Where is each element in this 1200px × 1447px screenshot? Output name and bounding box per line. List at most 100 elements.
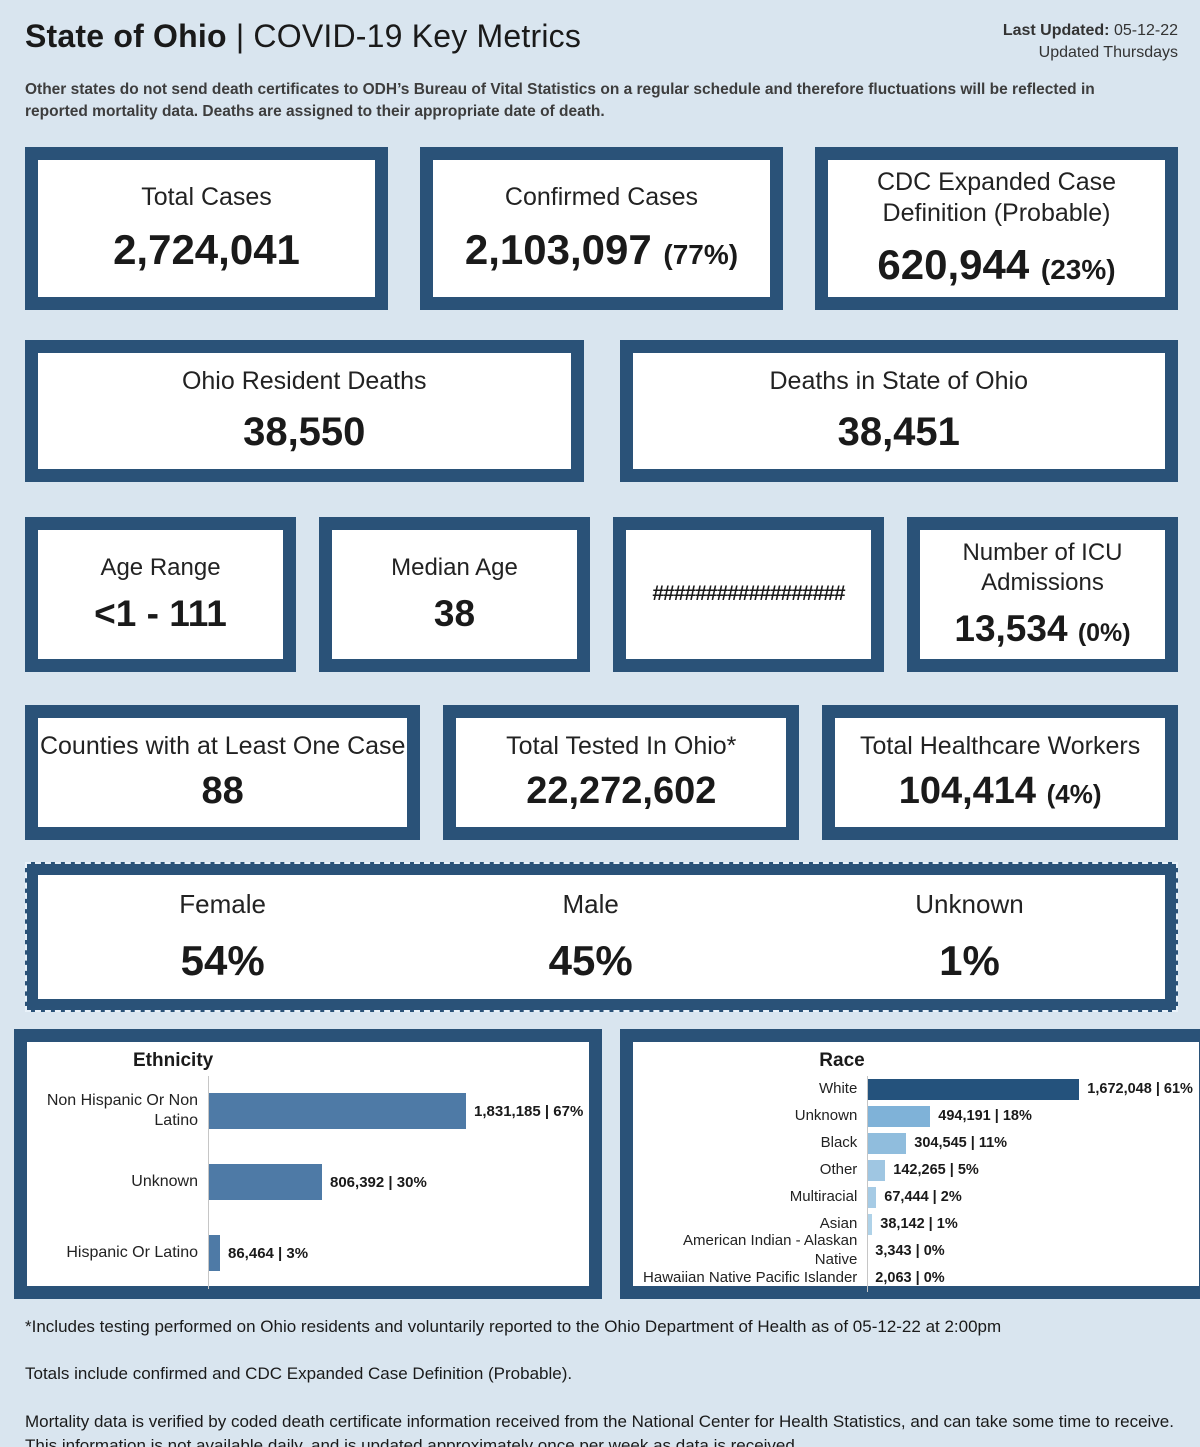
chart-value-label: 2,063 | 0% [875,1270,945,1287]
race-chart-title: Race [819,1049,865,1071]
chart-bar-area: 67,444 | 2% [867,1186,1193,1208]
chart-row: Multiracial 67,444 | 2% [639,1184,1193,1211]
chart-category-label: White [818,1079,858,1097]
chart-row: Black 304,545 | 11% [639,1130,1193,1157]
chart-value-label: 806,392 | 30% [330,1173,427,1191]
chart-bar [208,1164,322,1201]
chart-category-label: Non Hispanic Or Non Latino [46,1092,198,1130]
charts-row: Ethnicity Non Hispanic Or Non Latino 1,83… [14,1028,1200,1299]
updated-note: Updated Thursdays [1038,43,1178,61]
gender-male-value: 45% [548,936,633,984]
chart-bar [867,1132,907,1154]
header: State of Ohio | COVID-19 Key Metrics Las… [25,18,1178,63]
total-tested-label: Total Tested In Ohio* [506,731,737,760]
icu-admissions-label: Number of ICU Admissions [962,539,1123,597]
ethnicity-chart: Ethnicity Non Hispanic Or Non Latino 1,83… [14,1028,603,1299]
total-tested-value: 22,272,602 [526,770,717,813]
page-title-rest: | COVID-19 Key Metrics [235,18,582,54]
chart-axis-line [867,1075,869,1292]
gender-unknown: Unknown 1% [915,888,1023,985]
chart-bar [867,1213,873,1235]
gender-male: Male 45% [549,888,633,985]
last-updated-label: Last Updated: [1002,22,1110,39]
total-cases-label: Total Cases [141,183,272,212]
last-updated-value: 05-12-22 [1113,22,1178,39]
median-age-card: Median Age 38 [319,516,590,672]
chart-category-label: Hispanic Or Latino [66,1244,198,1262]
chart-row: Asian 38,142 | 1% [639,1211,1193,1238]
confirmed-cases-pct: (77%) [663,238,739,270]
ethnicity-chart-title: Ethnicity [133,1049,214,1071]
metric-row-3: Age Range <1 - 111 Median Age 38 #######… [25,516,1178,672]
chart-bar-area: 3,343 | 0% [867,1241,1193,1262]
chart-category-label: Black [820,1133,858,1151]
median-age-label: Median Age [391,554,518,582]
age-range-label: Age Range [100,554,221,582]
chart-category-label: Unknown [131,1173,198,1191]
chart-category-label: Other [819,1160,858,1178]
footnote-mortality: Mortality data is verified by coded deat… [25,1412,1174,1447]
chart-category-label: Hawaiian Native Pacific Islander [643,1268,858,1286]
counties-value: 88 [201,770,244,813]
chart-bar [867,1105,931,1127]
gender-female: Female 54% [179,888,266,985]
chart-bar-area: 2,063 | 0% [867,1268,1193,1289]
mortality-disclaimer: Other states do not send death certifica… [25,81,1095,120]
chart-value-label: 304,545 | 11% [914,1135,1008,1152]
healthcare-workers-pct: (4%) [1046,779,1102,810]
confirmed-cases-value: 2,103,097 (77%) [464,225,739,273]
chart-bar-area: 494,191 | 18% [867,1105,1193,1127]
chart-bar [208,1093,466,1130]
gender-unknown-label: Unknown [915,889,1024,920]
median-age-value: 38 [433,593,476,635]
cdc-expanded-pct: (23%) [1040,254,1116,286]
healthcare-workers-label: Total Healthcare Workers [860,731,1141,760]
total-tested-card: Total Tested In Ohio* 22,272,602 [443,704,800,840]
chart-value-label: 67,444 | 2% [884,1189,962,1206]
chart-value-label: 86,464 | 3% [228,1244,309,1262]
chart-row: Unknown 494,191 | 18% [639,1103,1193,1130]
race-chart: Race White 1,672,048 | 61% Unknown 494,191 … [620,1028,1200,1299]
page-title-state: State of Ohio [25,18,227,54]
deaths-in-state-label: Deaths in State of Ohio [769,367,1028,396]
chart-row: Hawaiian Native Pacific Islander 2,063 | … [639,1265,1193,1292]
gender-female-value: 54% [180,936,265,984]
cdc-expanded-value: 620,944 (23%) [877,241,1116,289]
overflow-placeholder-card: ################## [613,516,884,672]
total-cases-value: 2,724,041 [113,225,300,273]
healthcare-workers-card: Total Healthcare Workers 104,414 (4%) [822,704,1179,840]
chart-axis-line [208,1075,209,1289]
chart-bar-area: 304,545 | 11% [867,1132,1193,1154]
gender-card: Female 54% Male 45% Unknown 1% [25,861,1178,1012]
age-range-card: Age Range <1 - 111 [25,516,296,672]
chart-bar-area: 142,265 | 5% [867,1159,1193,1181]
chart-bar-area: 1,831,185 | 67% [208,1093,584,1130]
confirmed-cases-card: Confirmed Cases 2,103,097 (77%) [420,146,783,310]
chart-value-label: 1,672,048 | 61% [1087,1081,1193,1098]
icu-admissions-value: 13,534 (0%) [954,608,1131,650]
confirmed-cases-label: Confirmed Cases [504,183,699,212]
icu-admissions-card: Number of ICU Admissions 13,534 (0%) [907,516,1178,672]
age-range-value: <1 - 111 [94,593,227,635]
chart-bar-area: 1,672,048 | 61% [867,1078,1193,1100]
chart-row: Hispanic Or Latino 86,464 | 3% [33,1218,583,1289]
icu-admissions-pct: (0%) [1077,619,1131,648]
chart-category-label: Unknown [794,1106,858,1124]
chart-row: Non Hispanic Or Non Latino 1,831,185 | 67… [33,1076,583,1147]
counties-card: Counties with at Least One Case 88 [25,704,421,840]
chart-value-label: 1,831,185 | 67% [474,1102,584,1120]
chart-bar [867,1159,886,1181]
chart-bar [867,1186,877,1208]
chart-bar [208,1235,220,1272]
gender-unknown-value: 1% [939,936,1000,984]
chart-value-label: 142,265 | 5% [893,1162,979,1179]
chart-bar-area: 806,392 | 30% [208,1164,583,1201]
gender-male-label: Male [562,889,619,920]
chart-bar-area: 38,142 | 1% [867,1213,1193,1235]
last-updated-line: Last Updated: 05-12-22 [1003,20,1178,42]
chart-category-label: American Indian - Alaskan Native [683,1232,858,1269]
chart-category-label: Asian [819,1214,858,1232]
deaths-in-state-card: Deaths in State of Ohio 38,451 [619,339,1178,482]
ethnicity-chart-plot: Non Hispanic Or Non Latino 1,831,185 | 67… [33,1075,583,1289]
